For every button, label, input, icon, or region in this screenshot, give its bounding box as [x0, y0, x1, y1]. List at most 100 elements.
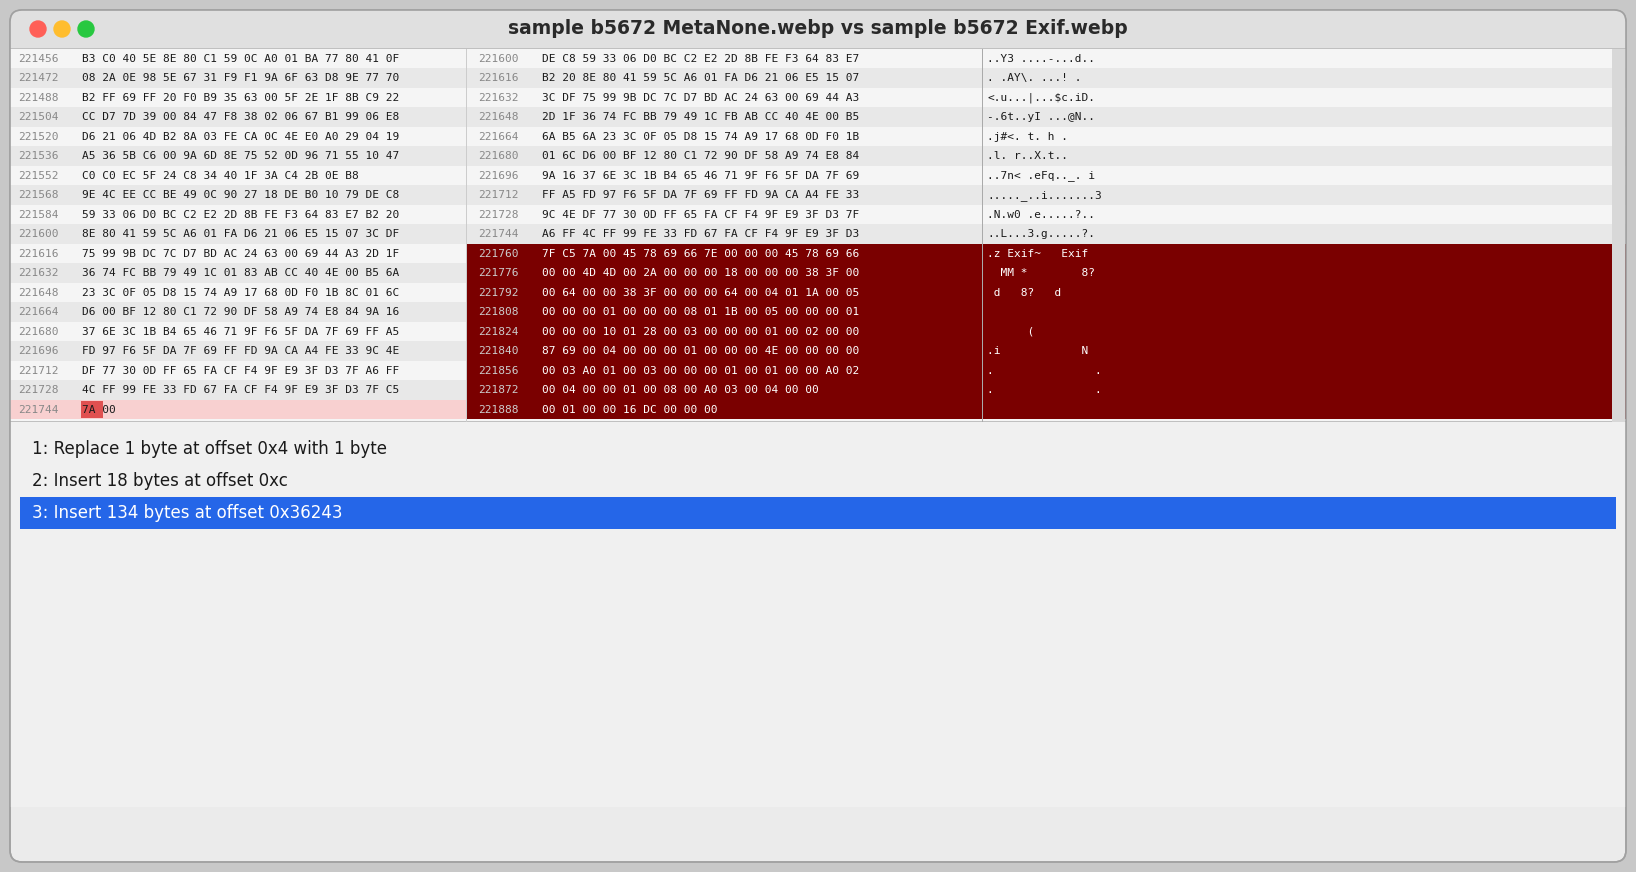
Text: 00 00 4D 4D 00 2A 00 00 00 18 00 00 00 38 3F 00: 00 00 4D 4D 00 2A 00 00 00 18 00 00 00 3…: [542, 269, 859, 278]
Text: B3 C0 40 5E 8E 80 C1 59 0C A0 01 BA 77 80 41 0F: B3 C0 40 5E 8E 80 C1 59 0C A0 01 BA 77 8…: [82, 54, 399, 64]
Text: A6 FF 4C FF 99 FE 33 FD 67 FA CF F4 9F E9 3F D3: A6 FF 4C FF 99 FE 33 FD 67 FA CF F4 9F E…: [542, 229, 859, 239]
Text: 1: Replace 1 byte at offset 0x4 with 1 byte: 1: Replace 1 byte at offset 0x4 with 1 b…: [33, 440, 388, 458]
Text: 7F C5 7A 00 45 78 69 66 7E 00 00 00 45 78 69 66: 7F C5 7A 00 45 78 69 66 7E 00 00 00 45 7…: [542, 249, 859, 259]
Text: 221872: 221872: [478, 385, 519, 395]
Text: 221744: 221744: [18, 405, 59, 415]
Text: 36 74 FC BB 79 49 1C 01 83 AB CC 40 4E 00 B5 6A: 36 74 FC BB 79 49 1C 01 83 AB CC 40 4E 0…: [82, 269, 399, 278]
FancyBboxPatch shape: [10, 10, 1626, 862]
Bar: [10, 146, 466, 166]
Text: .               .: . .: [987, 365, 1109, 376]
FancyBboxPatch shape: [10, 10, 1626, 48]
Bar: [10, 29, 1626, 48]
Bar: [10, 421, 1626, 422]
Bar: [466, 127, 1626, 146]
Bar: [10, 400, 466, 419]
Bar: [10, 342, 466, 361]
Text: 59 33 06 D0 BC C2 E2 2D 8B FE F3 64 83 E7 B2 20: 59 33 06 D0 BC C2 E2 2D 8B FE F3 64 83 E…: [82, 210, 399, 220]
Text: sample b5672 MetaNone.webp vs sample b5672 Exif.webp: sample b5672 MetaNone.webp vs sample b56…: [509, 19, 1127, 38]
Bar: [10, 88, 466, 107]
Text: ..Y3 ....-...d..: ..Y3 ....-...d..: [987, 54, 1094, 64]
Text: 00 01 00 00 16 DC 00 00 00: 00 01 00 00 16 DC 00 00 00: [542, 405, 718, 415]
Text: 221680: 221680: [478, 151, 519, 161]
Text: 221744: 221744: [478, 229, 519, 239]
Text: . .AY\. ...! .: . .AY\. ...! .: [987, 73, 1081, 83]
Text: 00 00 00 10 01 28 00 03 00 00 00 01 00 02 00 00: 00 00 00 10 01 28 00 03 00 00 00 01 00 0…: [542, 327, 859, 337]
Bar: [10, 49, 466, 69]
Bar: [10, 166, 466, 186]
Text: FD 97 F6 5F DA 7F 69 FF FD 9A CA A4 FE 33 9C 4E: FD 97 F6 5F DA 7F 69 FF FD 9A CA A4 FE 3…: [82, 346, 399, 357]
Bar: [10, 127, 466, 146]
Text: 221520: 221520: [18, 132, 59, 142]
Text: 221728: 221728: [478, 210, 519, 220]
Text: 8E 80 41 59 5C A6 01 FA D6 21 06 E5 15 07 3C DF: 8E 80 41 59 5C A6 01 FA D6 21 06 E5 15 0…: [82, 229, 399, 239]
Bar: [466, 146, 1626, 166]
Text: ....._..i.......3: ....._..i.......3: [987, 190, 1101, 201]
Text: 221824: 221824: [478, 327, 519, 337]
Text: 00 04 00 00 01 00 08 00 A0 03 00 04 00 00: 00 04 00 00 01 00 08 00 A0 03 00 04 00 0…: [542, 385, 818, 395]
Bar: [10, 49, 1626, 422]
Text: 00 03 A0 01 00 03 00 00 00 01 00 01 00 00 A0 02: 00 03 A0 01 00 03 00 00 00 01 00 01 00 0…: [542, 365, 859, 376]
Text: FF A5 FD 97 F6 5F DA 7F 69 FF FD 9A CA A4 FE 33: FF A5 FD 97 F6 5F DA 7F 69 FF FD 9A CA A…: [542, 190, 859, 201]
Text: 75 99 9B DC 7C D7 BD AC 24 63 00 69 44 A3 2D 1F: 75 99 9B DC 7C D7 BD AC 24 63 00 69 44 A…: [82, 249, 399, 259]
Bar: [10, 244, 466, 263]
Bar: [466, 380, 1626, 400]
Text: 221600: 221600: [18, 229, 59, 239]
Bar: [10, 283, 466, 303]
Text: 2D 1F 36 74 FC BB 79 49 1C FB AB CC 40 4E 00 B5: 2D 1F 36 74 FC BB 79 49 1C FB AB CC 40 4…: [542, 112, 859, 122]
Bar: [466, 342, 1626, 361]
Bar: [466, 224, 1626, 244]
Text: <.u...|...$c.iD.: <.u...|...$c.iD.: [987, 92, 1094, 103]
Text: 221568: 221568: [18, 190, 59, 201]
Text: 221664: 221664: [18, 307, 59, 317]
Text: 37 6E 3C 1B B4 65 46 71 9F F6 5F DA 7F 69 FF A5: 37 6E 3C 1B B4 65 46 71 9F F6 5F DA 7F 6…: [82, 327, 399, 337]
Text: 3C DF 75 99 9B DC 7C D7 BD AC 24 63 00 69 44 A3: 3C DF 75 99 9B DC 7C D7 BD AC 24 63 00 6…: [542, 92, 859, 103]
Text: 221488: 221488: [18, 92, 59, 103]
Text: .j#<. t. h .: .j#<. t. h .: [987, 132, 1068, 142]
Text: 87 69 00 04 00 00 00 01 00 00 00 4E 00 00 00 00: 87 69 00 04 00 00 00 01 00 00 00 4E 00 0…: [542, 346, 859, 357]
Text: 01 6C D6 00 BF 12 80 C1 72 90 DF 58 A9 74 E8 84: 01 6C D6 00 BF 12 80 C1 72 90 DF 58 A9 7…: [542, 151, 859, 161]
Bar: [10, 400, 466, 419]
Bar: [82, 401, 103, 419]
Text: CC D7 7D 39 00 84 47 F8 38 02 06 67 B1 99 06 E8: CC D7 7D 39 00 84 47 F8 38 02 06 67 B1 9…: [82, 112, 399, 122]
Bar: [10, 380, 466, 400]
Bar: [466, 244, 1626, 263]
Bar: [10, 186, 466, 205]
Bar: [10, 303, 466, 322]
Text: .l. r..X.t..: .l. r..X.t..: [987, 151, 1068, 161]
Text: 221552: 221552: [18, 171, 59, 181]
Text: 221728: 221728: [18, 385, 59, 395]
Text: 08 2A 0E 98 5E 67 31 F9 F1 9A 6F 63 D8 9E 77 70: 08 2A 0E 98 5E 67 31 F9 F1 9A 6F 63 D8 9…: [82, 73, 399, 83]
Text: 3: Insert 134 bytes at offset 0x36243: 3: Insert 134 bytes at offset 0x36243: [33, 504, 342, 522]
Text: 221712: 221712: [478, 190, 519, 201]
Bar: [466, 400, 1626, 419]
Text: 221664: 221664: [478, 132, 519, 142]
Text: d   8?   d: d 8? d: [987, 288, 1109, 297]
Text: DE C8 59 33 06 D0 BC C2 E2 2D 8B FE F3 64 83 E7: DE C8 59 33 06 D0 BC C2 E2 2D 8B FE F3 6…: [542, 54, 859, 64]
Text: 221616: 221616: [478, 73, 519, 83]
Circle shape: [54, 21, 70, 37]
Text: 221888: 221888: [478, 405, 519, 415]
Text: B2 FF 69 FF 20 F0 B9 35 63 00 5F 2E 1F 8B C9 22: B2 FF 69 FF 20 F0 B9 35 63 00 5F 2E 1F 8…: [82, 92, 399, 103]
Text: D6 00 BF 12 80 C1 72 90 DF 58 A9 74 E8 84 9A 16: D6 00 BF 12 80 C1 72 90 DF 58 A9 74 E8 8…: [82, 307, 399, 317]
Text: 221648: 221648: [18, 288, 59, 297]
Text: 221840: 221840: [478, 346, 519, 357]
Text: 221680: 221680: [18, 327, 59, 337]
Text: C0 C0 EC 5F 24 C8 34 40 1F 3A C4 2B 0E B8: C0 C0 EC 5F 24 C8 34 40 1F 3A C4 2B 0E B…: [82, 171, 358, 181]
Text: 9A 16 37 6E 3C 1B B4 65 46 71 9F F6 5F DA 7F 69: 9A 16 37 6E 3C 1B B4 65 46 71 9F F6 5F D…: [542, 171, 859, 181]
Text: 4C FF 99 FE 33 FD 67 FA CF F4 9F E9 3F D3 7F C5: 4C FF 99 FE 33 FD 67 FA CF F4 9F E9 3F D…: [82, 385, 399, 395]
Text: 221776: 221776: [478, 269, 519, 278]
Text: 2: Insert 18 bytes at offset 0xc: 2: Insert 18 bytes at offset 0xc: [33, 472, 288, 490]
Text: 221712: 221712: [18, 365, 59, 376]
Bar: [466, 49, 1626, 69]
Text: 00 00 00 01 00 00 00 08 01 1B 00 05 00 00 00 01: 00 00 00 01 00 00 00 08 01 1B 00 05 00 0…: [542, 307, 859, 317]
Bar: [466, 69, 1626, 88]
Text: 9C 4E DF 77 30 0D FF 65 FA CF F4 9F E9 3F D3 7F: 9C 4E DF 77 30 0D FF 65 FA CF F4 9F E9 3…: [542, 210, 859, 220]
Text: ..L...3.g.....?.: ..L...3.g.....?.: [987, 229, 1094, 239]
Text: 7A 00: 7A 00: [82, 405, 116, 415]
Text: 221616: 221616: [18, 249, 59, 259]
Text: 221456: 221456: [18, 54, 59, 64]
Bar: [10, 263, 466, 283]
Bar: [10, 224, 466, 244]
Text: .               .: . .: [987, 385, 1109, 395]
Text: 221504: 221504: [18, 112, 59, 122]
